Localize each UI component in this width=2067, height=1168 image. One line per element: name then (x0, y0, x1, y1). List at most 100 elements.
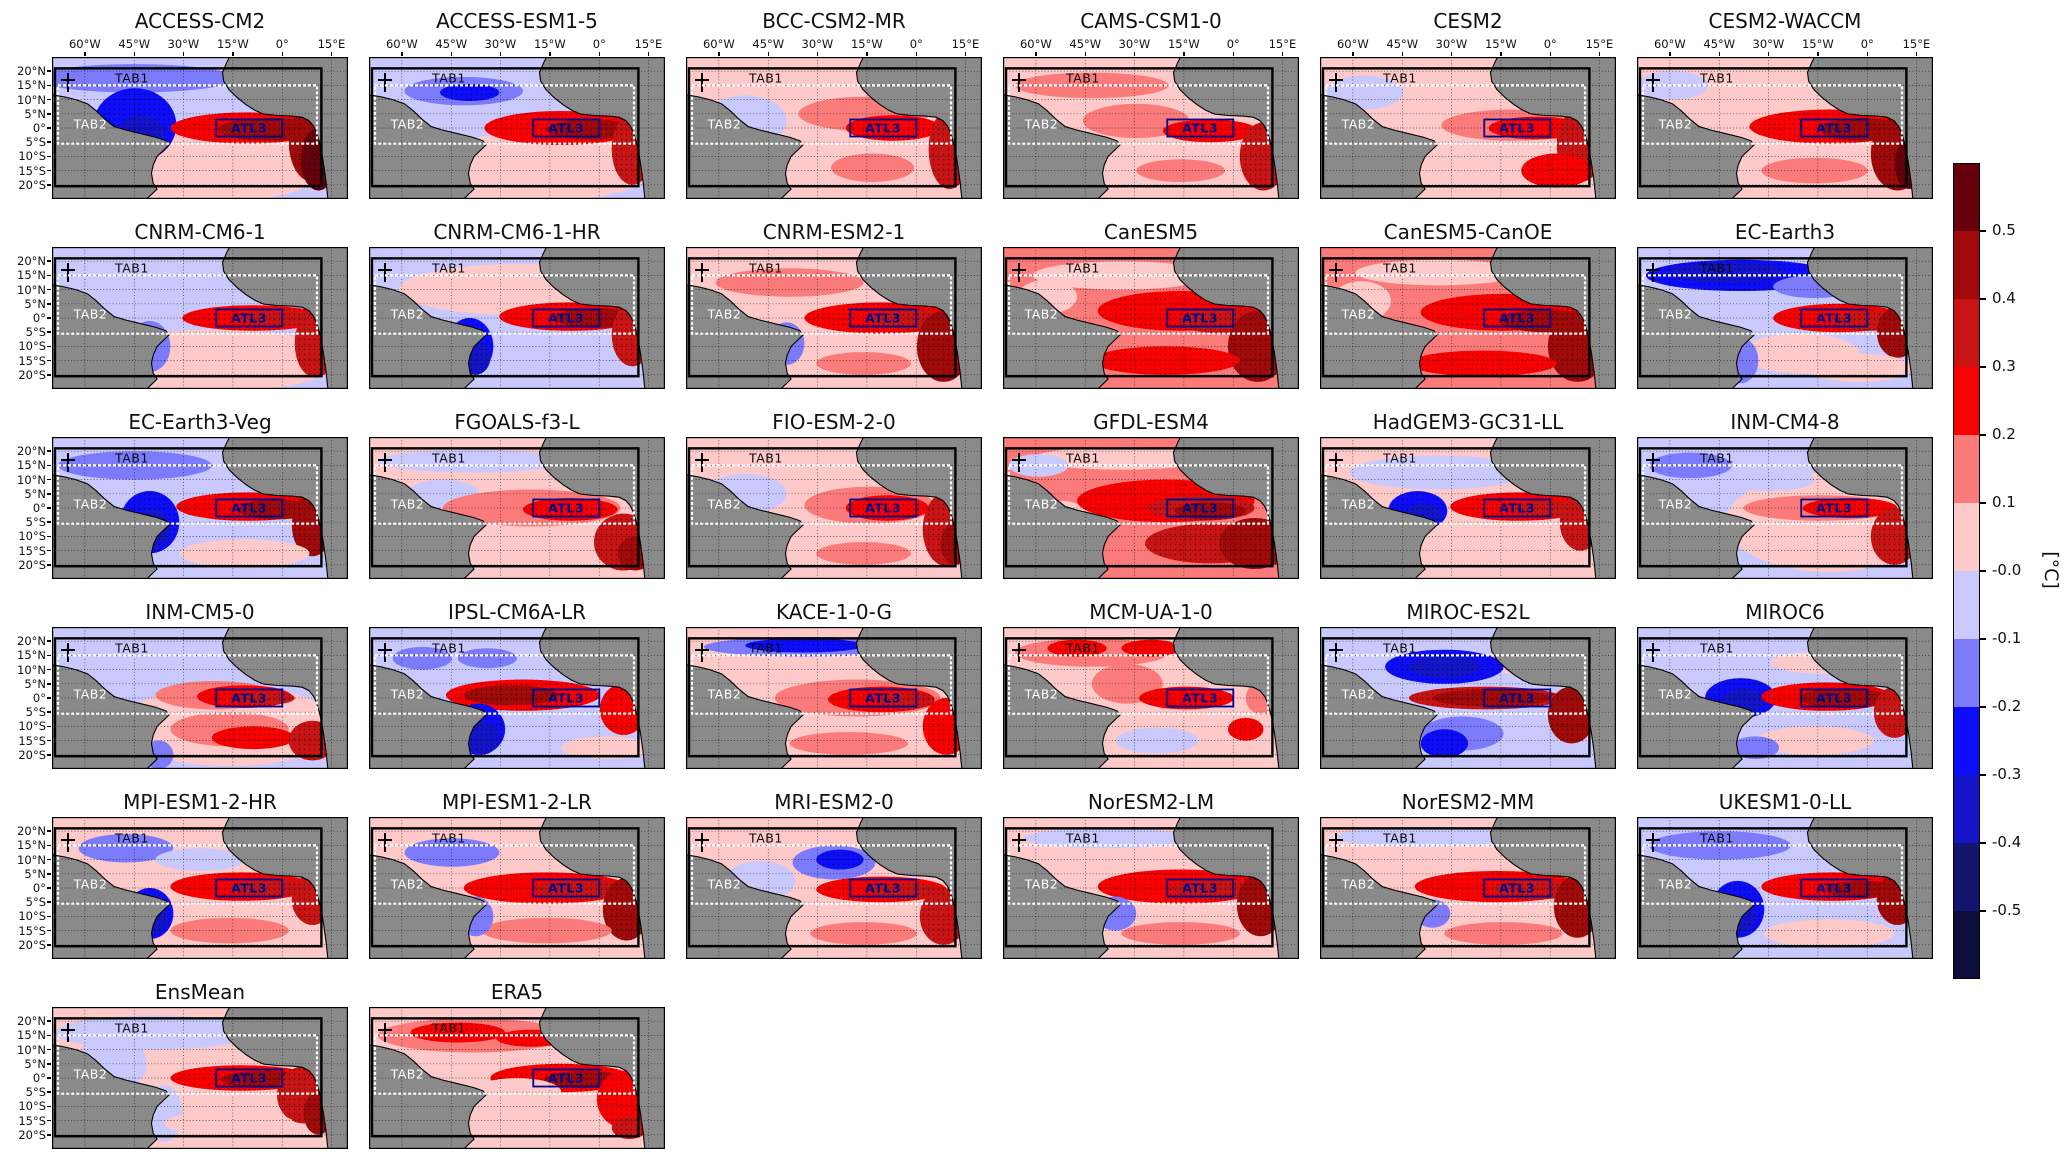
lat-tick-label: 10°S (18, 149, 46, 164)
axis-tick (1549, 52, 1552, 56)
colorbar-segment (1953, 163, 1980, 231)
lon-tick-label: 45°W (1069, 37, 1102, 51)
lon-tick-label: 45°W (752, 37, 785, 51)
region-label-atl3: ATL3 (1816, 120, 1853, 136)
region-label-tab2: TAB2 (1341, 876, 1376, 892)
region-label-tab2: TAB2 (390, 496, 425, 512)
islands-glyph (378, 73, 392, 92)
lat-tick-label: 0° (32, 691, 46, 705)
region-label-tab2: TAB2 (707, 876, 742, 892)
lat-tick-label: 10°N (17, 852, 46, 867)
axis-tick (1133, 52, 1136, 56)
lat-tick-label: 10°S (18, 719, 46, 734)
axis-tick (47, 70, 51, 72)
model-panel: MRI-ESM2-0 TAB1 TAB2 ATL3 (686, 790, 982, 959)
axis-tick (47, 858, 51, 861)
region-label-tab1: TAB1 (115, 640, 149, 656)
region-label-tab2: TAB2 (73, 686, 108, 702)
lon-tick-label: 15°E (634, 37, 663, 51)
axis-tick (47, 493, 51, 495)
colorbar-segment (1953, 639, 1980, 707)
grid-lines (1320, 627, 1616, 769)
lat-tick-label: 15°N (17, 78, 46, 93)
axis-tick (866, 52, 868, 56)
map-canvas: TAB1 TAB2 ATL3 (52, 627, 348, 769)
model-panel: MPI-ESM1-2-HR 20°N 15°N 10°N 5°N 0° 5°S 10°S 15°… (17, 790, 348, 959)
region-label-tab1: TAB1 (1066, 640, 1100, 656)
region-label-tab1: TAB1 (749, 260, 783, 276)
lat-tick-label: 5°N (24, 296, 46, 311)
lat-tick-label: 20°S (18, 367, 46, 382)
axis-tick (1084, 52, 1087, 56)
model-panel: CNRM-CM6-1 20°N 15°N 10°N 5°N 0° 5°S 10°S 15°S 20… (17, 220, 348, 389)
region-label-tab2: TAB2 (1341, 686, 1376, 702)
map-canvas: TAB1 TAB2 ATL3 (1320, 817, 1616, 959)
axis-tick (598, 52, 601, 56)
tab-region-box (1641, 464, 1904, 525)
study-domain-box (370, 637, 640, 758)
atl3-region-box (215, 118, 284, 138)
islands-glyph (695, 263, 709, 282)
panel-title: FIO-ESM-2-0 (772, 410, 896, 434)
axis-tick (1232, 52, 1235, 56)
study-domain-box (1321, 257, 1591, 378)
atl3-region-box (215, 498, 284, 518)
panel-title: KACE-1-0-G (775, 600, 893, 624)
axis-tick (1500, 52, 1502, 56)
region-label-tab1: TAB1 (115, 450, 149, 466)
axis-tick (47, 141, 51, 143)
region-label-tab1: TAB1 (749, 450, 783, 466)
region-label-atl3: ATL3 (1816, 310, 1853, 326)
region-label-tab1: TAB1 (1700, 830, 1734, 846)
model-panel: BCC-CSM2-MR 60°W 45°W 30°W 15°W 0° 15°E TAB1 TAB… (686, 9, 982, 199)
region-label-atl3: ATL3 (548, 1070, 585, 1086)
region-label-atl3: ATL3 (1499, 120, 1536, 136)
model-panel: MIROC6 TAB1 TAB2 ATL3 (1637, 600, 1933, 769)
study-domain-box (1004, 257, 1274, 378)
tab-region-box (690, 464, 953, 525)
region-label-tab1: TAB1 (1383, 450, 1417, 466)
region-label-atl3: ATL3 (231, 880, 268, 896)
colorbar-tick-label: 0.2 (1992, 425, 2016, 443)
axis-tick (330, 52, 333, 56)
model-panel: IPSL-CM6A-LR TAB1 TAB2 ATL3 (369, 600, 665, 769)
axis-tick (47, 1063, 51, 1065)
region-label-atl3: ATL3 (1182, 880, 1219, 896)
lat-tick-label: 20°N (17, 824, 46, 839)
axis-tick (47, 1077, 51, 1079)
tab-region-box (373, 654, 636, 715)
region-label-tab2: TAB2 (73, 876, 108, 892)
colorbar-segment (1953, 231, 1980, 299)
region-label-atl3: ATL3 (548, 500, 585, 516)
atl3-region-box (532, 688, 601, 708)
lon-tick-label: 15°E (317, 37, 346, 51)
region-label-atl3: ATL3 (548, 310, 585, 326)
map-canvas: TAB1 TAB2 ATL3 (1637, 247, 1933, 389)
region-label-tab1: TAB1 (1383, 640, 1417, 656)
lon-tick-label: 45°W (1703, 37, 1736, 51)
map-canvas: TAB1 TAB2 ATL3 (369, 1007, 665, 1149)
tab-region-box (1324, 274, 1587, 335)
region-label-atl3: ATL3 (1816, 880, 1853, 896)
atl3-region-box (1166, 688, 1235, 708)
model-panel: INM-CM4-8 TAB1 TAB2 ATL3 (1637, 410, 1933, 579)
region-label-tab1: TAB1 (749, 640, 783, 656)
axis-tick (647, 52, 650, 56)
lat-tick-label: 0° (32, 1071, 46, 1085)
atl3-region-box (1483, 878, 1552, 898)
colorbar-tick-label: -0.4 (1992, 833, 2022, 851)
islands-glyph (378, 833, 392, 852)
region-label-tab2: TAB2 (1341, 306, 1376, 322)
islands-glyph (695, 643, 709, 662)
map-canvas: TAB1 TAB2 ATL3 (1637, 627, 1933, 769)
lat-tick-label: 20°S (18, 1127, 46, 1142)
map-canvas: TAB1 TAB2 ATL3 (52, 247, 348, 389)
axis-tick (47, 944, 51, 946)
region-label-tab2: TAB2 (1658, 306, 1693, 322)
lat-tick-label: 20°S (18, 177, 46, 192)
study-domain-box (53, 637, 323, 758)
map-canvas: TAB1 TAB2 ATL3 (369, 437, 665, 579)
panel-title: HadGEM3-GC31-LL (1372, 410, 1564, 434)
lon-tick-label: 30°W (167, 37, 200, 51)
tab-region-box (1324, 844, 1587, 905)
